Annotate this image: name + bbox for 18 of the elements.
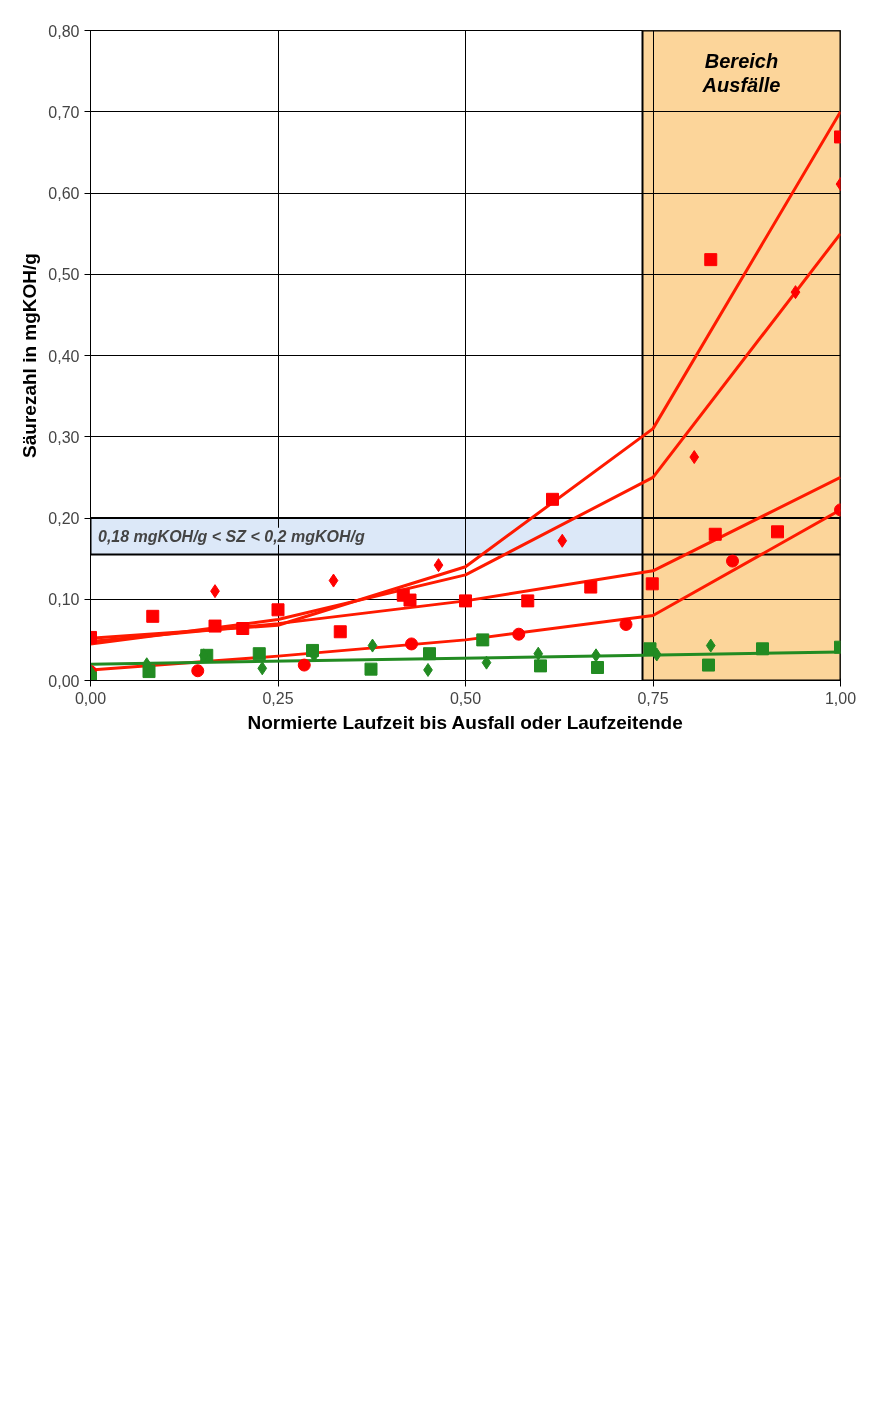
x-tick-label: 0,00 — [74, 689, 107, 707]
x-axis-title: Normierte Laufzeit bis Ausfall oder Laufzeitende — [247, 711, 683, 733]
band-label: Bereich Ausfälle — [701, 50, 781, 97]
y-axis-title: Säurezahl in mgKOH/g — [19, 253, 41, 458]
x-tick-label: 1,00 — [824, 689, 857, 707]
y-tick-label: 0,60 — [48, 185, 80, 202]
y-tick-label: 0,10 — [48, 591, 80, 609]
x-tick-label: 0,50 — [449, 689, 482, 707]
y-tick-label: 0,50 — [48, 266, 80, 284]
y-tick-label: 0,00 — [48, 672, 80, 690]
y-tick-label: 0,20 — [48, 510, 80, 527]
x-tick-label: 0,75 — [637, 689, 669, 707]
y-tick-label: 0,40 — [48, 347, 80, 365]
band-label: 0,18 mgKOH/g < SZ < 0,2 mgKOH/g — [98, 527, 365, 545]
x-tick-label: 0,25 — [262, 689, 294, 707]
y-tick-label: 0,30 — [48, 428, 80, 446]
y-tick-label: 0,70 — [48, 103, 80, 121]
y-tick-label: 0,80 — [48, 22, 80, 40]
